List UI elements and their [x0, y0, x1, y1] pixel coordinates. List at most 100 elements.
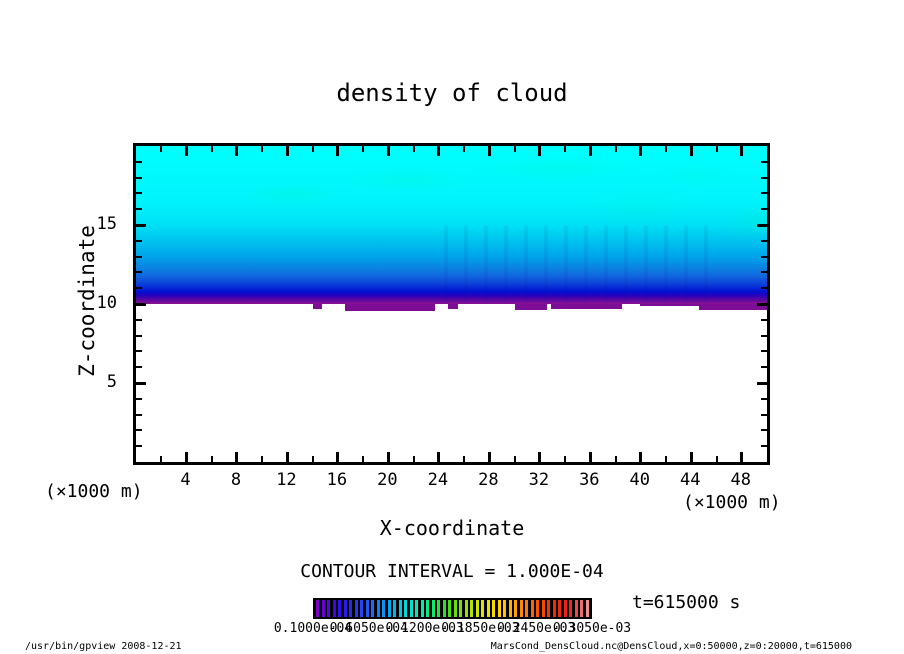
- axis-tick: [136, 192, 142, 195]
- axis-tick: [136, 287, 142, 290]
- cloud-density-tone-fill: [136, 146, 767, 304]
- colorbar-stripe: [503, 600, 506, 617]
- axis-tick: [564, 146, 567, 152]
- axis-tick: [136, 334, 142, 337]
- axis-tick: [362, 146, 365, 152]
- colorbar-stripe: [486, 600, 490, 617]
- x-tick-label: 8: [230, 470, 242, 490]
- axis-tick: [588, 146, 592, 156]
- axis-tick: [761, 445, 767, 448]
- axis-tick: [689, 146, 693, 156]
- axis-tick: [136, 318, 142, 321]
- axis-tick: [538, 452, 542, 462]
- axis-tick: [136, 302, 146, 306]
- axis-tick: [513, 456, 516, 462]
- axis-tick: [136, 445, 142, 448]
- colorbar-stripe: [448, 600, 451, 617]
- axis-tick: [761, 287, 767, 290]
- y-tick-label: 15: [96, 214, 117, 234]
- axis-tick: [386, 452, 390, 462]
- axis-tick: [136, 160, 142, 163]
- axis-tick: [184, 452, 188, 462]
- axis-tick: [665, 456, 668, 462]
- axis-tick: [761, 192, 767, 195]
- y-tick-label: 10: [96, 293, 117, 313]
- colorbar-stripe: [459, 600, 462, 617]
- axis-tick: [136, 397, 142, 400]
- colorbar-stripe: [398, 600, 402, 617]
- colorbar-stripe: [371, 600, 374, 617]
- x-tick-label: 20: [377, 470, 398, 490]
- colorbar-stripe: [338, 600, 341, 617]
- x-tick-label: 40: [629, 470, 651, 490]
- colorbar-stripe: [453, 600, 457, 617]
- axis-tick: [160, 456, 163, 462]
- colorbar-stripe: [536, 600, 539, 617]
- axis-tick: [386, 146, 390, 156]
- x-axis-unit-label: (×1000 m): [683, 492, 781, 513]
- colorbar-stripe: [393, 600, 396, 617]
- axis-tick: [261, 456, 264, 462]
- axis-tick: [538, 146, 542, 156]
- colorbar-stripe: [525, 600, 528, 617]
- page-title: density of cloud: [336, 79, 568, 107]
- axis-tick: [715, 456, 718, 462]
- colorbar-stripe: [404, 600, 407, 617]
- axis-tick: [761, 271, 767, 274]
- cloud-base-bump: [698, 304, 767, 310]
- plot-area: [136, 146, 767, 462]
- cloud-base-bump: [312, 304, 322, 309]
- x-tick-label: 12: [276, 470, 297, 490]
- colorbar-stripe: [541, 600, 545, 617]
- colorbar: [313, 598, 592, 619]
- cloud-base-bump: [345, 304, 436, 312]
- axis-tick: [761, 397, 767, 400]
- axis-tick: [487, 146, 491, 156]
- axis-tick: [715, 146, 718, 152]
- axis-tick: [136, 350, 142, 353]
- axis-tick: [761, 413, 767, 416]
- axis-tick: [210, 456, 213, 462]
- colorbar-stripe: [349, 600, 352, 617]
- axis-tick: [564, 456, 567, 462]
- colorbar-stripe: [464, 600, 468, 617]
- colorbar-stripe: [382, 600, 385, 617]
- colorbar-stripe: [547, 600, 550, 617]
- cloud-base-bump: [551, 304, 622, 309]
- axis-tick: [761, 239, 767, 242]
- axis-tick: [336, 452, 340, 462]
- axis-tick: [757, 302, 767, 306]
- x-tick-label: 32: [528, 470, 550, 490]
- x-tick-label: 28: [478, 470, 499, 490]
- axis-tick: [311, 146, 314, 152]
- axis-tick: [235, 452, 239, 462]
- colorbar-stripe: [327, 600, 330, 617]
- x-axis-title: X-coordinate: [379, 516, 525, 540]
- axis-tick: [757, 381, 767, 385]
- colorbar-stripe: [442, 600, 446, 617]
- axis-tick: [614, 456, 617, 462]
- axis-tick: [184, 146, 188, 156]
- axis-tick: [740, 452, 744, 462]
- axis-tick: [761, 208, 767, 211]
- colorbar-stripe: [492, 600, 495, 617]
- axis-tick: [412, 456, 415, 462]
- axis-tick: [261, 146, 264, 152]
- y-axis-unit-label: (×1000 m): [45, 481, 143, 502]
- axis-tick: [136, 223, 146, 227]
- axis-tick: [285, 146, 289, 156]
- axis-tick: [588, 452, 592, 462]
- axis-tick: [487, 452, 491, 462]
- axis-tick: [136, 176, 142, 179]
- colorbar-tick-label: 0.1850e-03: [441, 621, 520, 636]
- axis-tick: [463, 146, 466, 152]
- colorbar-stripe: [420, 600, 424, 617]
- axis-tick: [463, 456, 466, 462]
- colorbar-stripe: [365, 600, 369, 617]
- colorbar-stripe: [508, 600, 512, 617]
- axis-tick: [761, 160, 767, 163]
- colorbar-stripe: [530, 600, 534, 617]
- axis-tick: [761, 176, 767, 179]
- axis-tick: [136, 413, 142, 416]
- colorbar-tick-label: 0.6050e-04: [329, 621, 408, 636]
